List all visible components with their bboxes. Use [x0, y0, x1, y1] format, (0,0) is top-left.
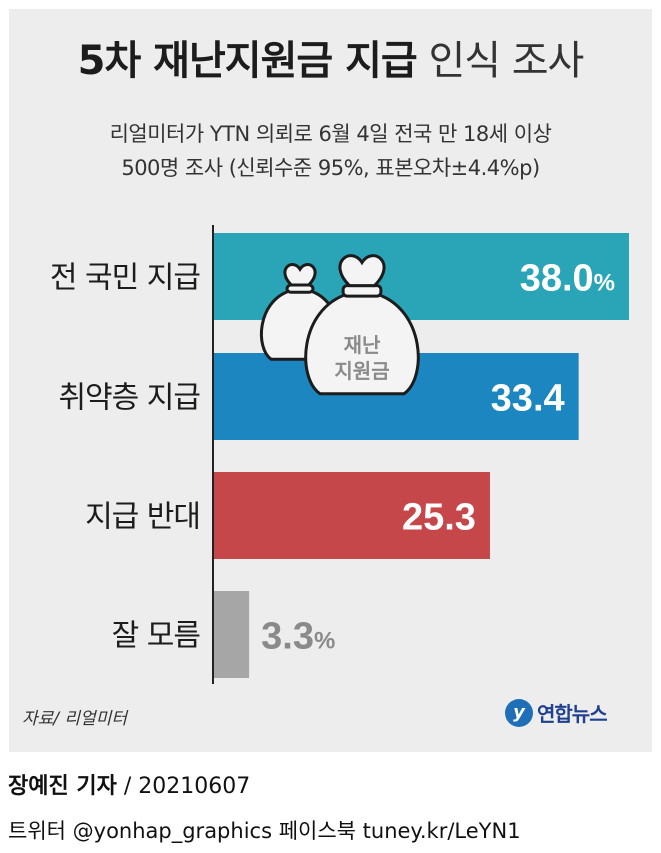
page-title: 5차 재난지원금 지급 인식 조사 — [0, 28, 661, 86]
title-light: 인식 조사 — [428, 38, 584, 84]
title-bold: 5차 재난지원금 지급 — [77, 38, 418, 84]
reporter-name: 장예진 기자 — [8, 774, 117, 799]
bar-3 — [213, 591, 250, 678]
value-label-2: 25.3 — [402, 497, 476, 539]
category-label-1: 취약층 지급 — [58, 381, 200, 416]
unit-label-0: % — [594, 270, 615, 297]
money-bag-front — [304, 254, 420, 396]
bag-label-2: 지원금 — [334, 359, 389, 383]
subtitle-line-1: 리얼미터가 YTN 의뢰로 6월 4일 전국 만 18세 이상 — [109, 122, 552, 146]
bar-2 — [213, 472, 490, 559]
publish-date: / 20210607 — [116, 774, 251, 799]
value-label-1: 33.4 — [491, 378, 565, 420]
category-label-2: 지급 반대 — [85, 500, 200, 535]
value-label-3: 3.3% — [261, 616, 335, 658]
money-bag-icon — [259, 254, 420, 396]
yonhap-logo: y 연합뉴스 — [505, 698, 608, 727]
subtitle-line-2: 500명 조사 (신뢰수준 95%, 표본오차±4.4%p) — [121, 156, 540, 180]
yonhap-logo-icon: y — [505, 698, 533, 727]
source-note: 자료/ 리얼미터 — [22, 709, 127, 729]
social-links: 트위터 @yonhap_graphics 페이스북 tuney.kr/LeYN1 — [8, 819, 521, 843]
category-label-3: 잘 모름 — [112, 619, 201, 654]
reporter-credit: 장예진 기자 / 20210607 — [8, 768, 250, 800]
bag-label-1: 재난 — [344, 333, 381, 357]
category-label-0: 전 국민 지급 — [50, 261, 200, 296]
unit-label-3: % — [314, 628, 335, 655]
logo-text: 연합뉴스 — [537, 702, 608, 726]
